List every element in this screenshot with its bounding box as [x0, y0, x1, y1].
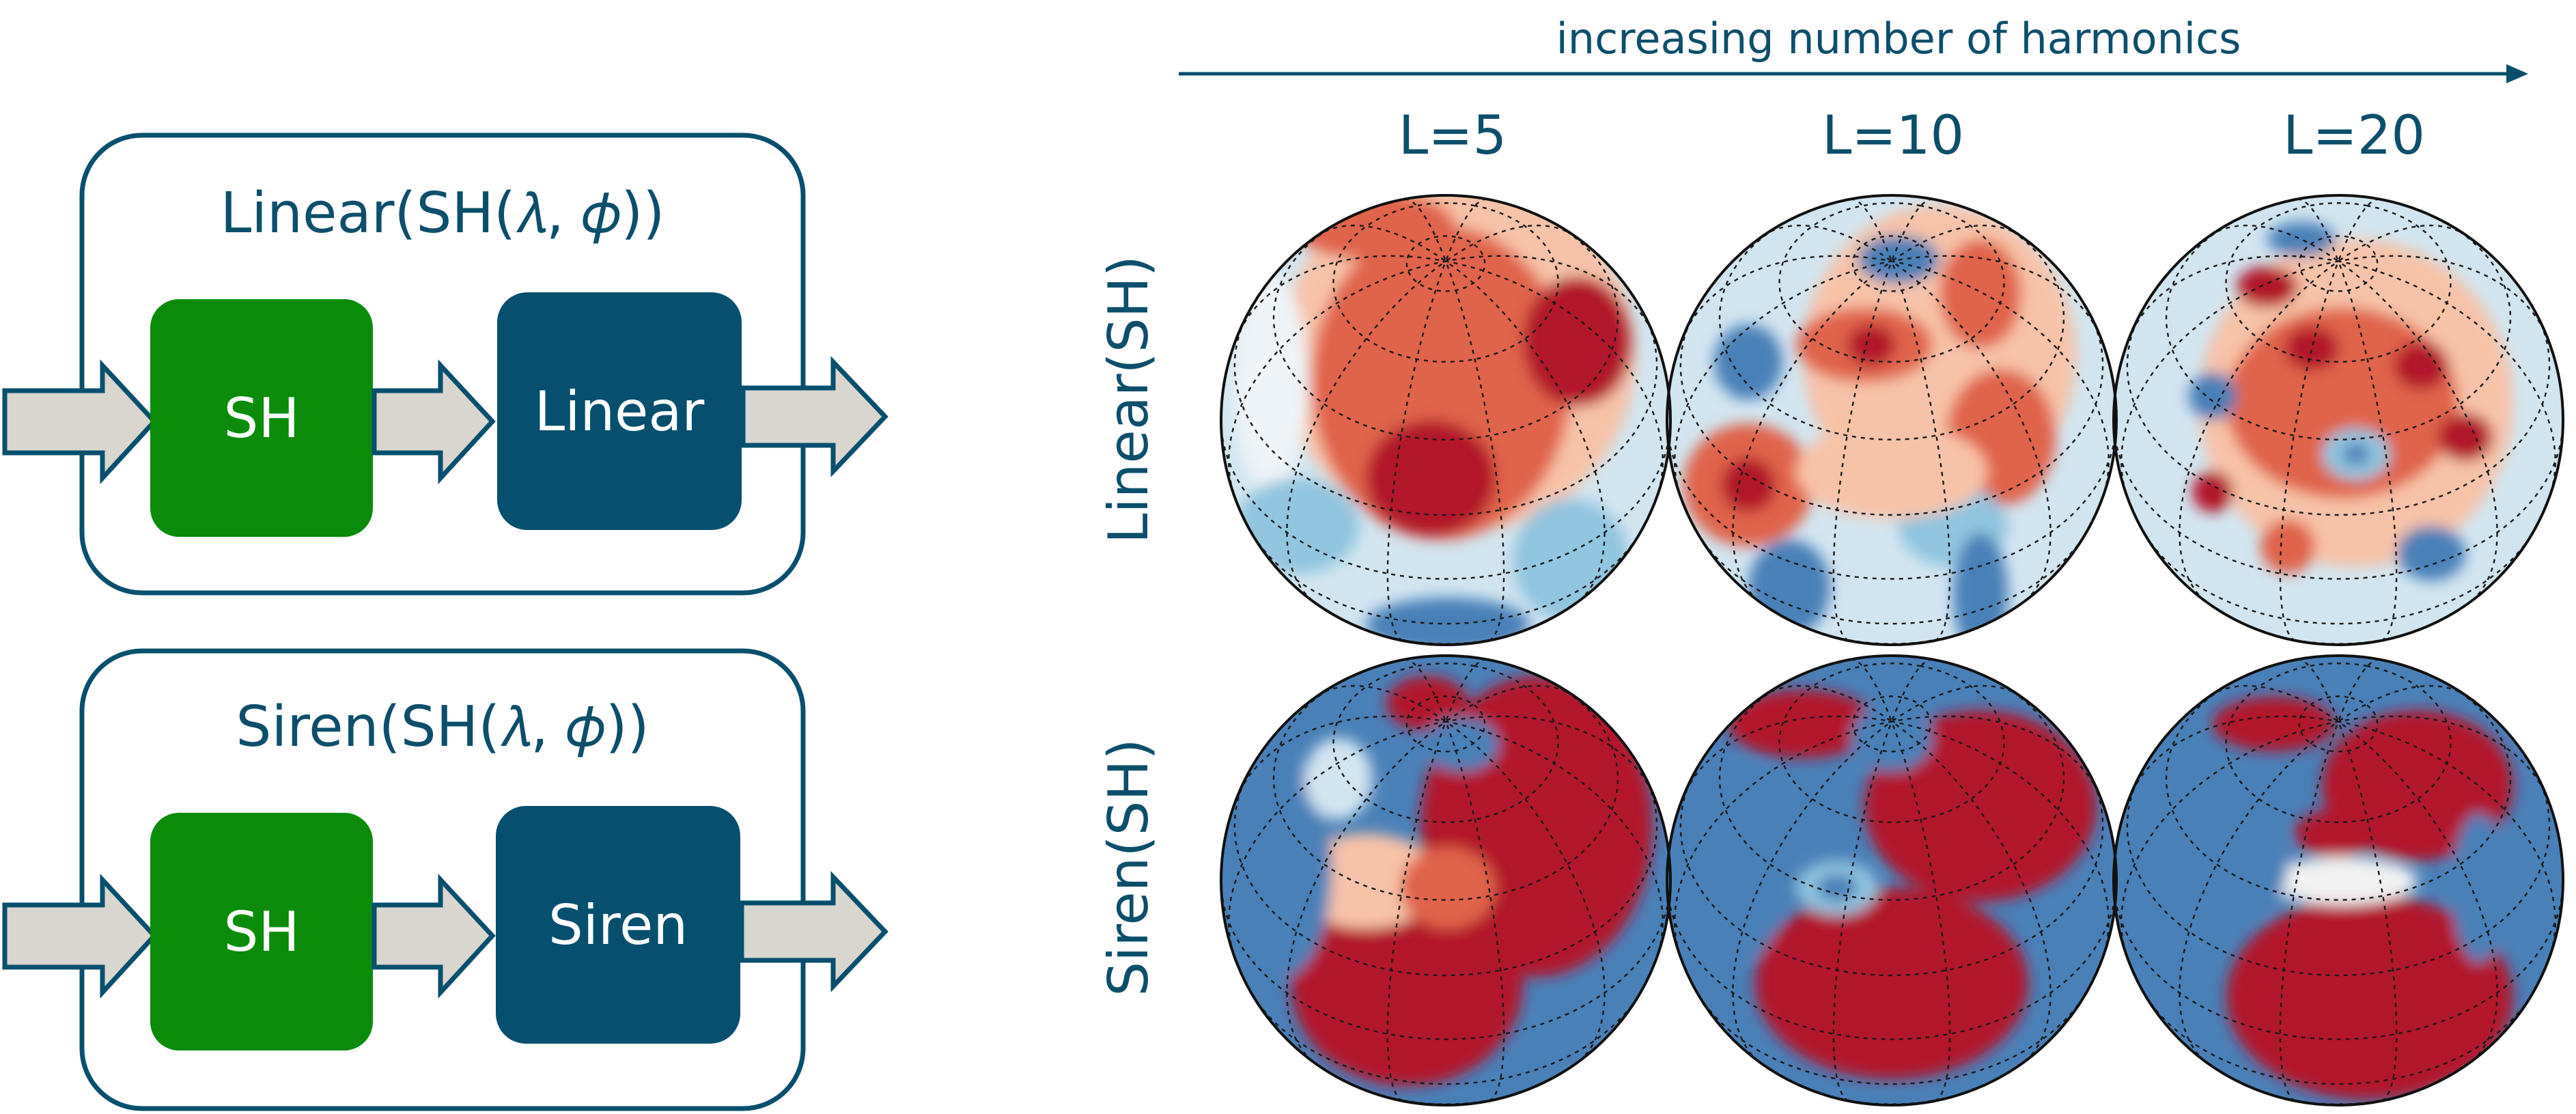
globe-siren-l20: [2114, 656, 2563, 1105]
column-label-l5: L=5: [1399, 105, 1507, 167]
row-label-siren: Siren(SH): [1097, 738, 1160, 996]
panel-title: Linear(SH(𝜆, 𝜙)): [221, 181, 665, 246]
harmonics-axis: increasing number of harmonics: [1179, 14, 2528, 83]
architecture-diagram: Linear(SH(𝜆, 𝜙)) SH Linear Siren(SH(𝜆, 𝜙…: [5, 135, 885, 1109]
column-label-l20: L=20: [2283, 105, 2425, 167]
globe-linear-l20: [2114, 195, 2563, 645]
globe-linear-l10: [1667, 195, 2116, 656]
linear-sh-panel: Linear(SH(𝜆, 𝜙)) SH Linear: [5, 135, 885, 593]
globe-siren-l10: [1667, 656, 2116, 1105]
sh-block-label: SH: [224, 387, 300, 450]
column-labels: L=5 L=10 L=20: [1399, 105, 2425, 167]
siren-block-label: Siren: [548, 893, 688, 957]
linear-block-label: Linear: [535, 380, 705, 443]
row-labels: Linear(SH) Siren(SH): [1097, 255, 1160, 997]
sh-block-label: SH: [224, 900, 300, 964]
column-label-l10: L=10: [1822, 105, 1964, 167]
panel-title: Siren(SH(𝜆, 𝜙)): [236, 695, 649, 760]
globe-siren-l5: [1221, 656, 1670, 1105]
axis-label: increasing number of harmonics: [1556, 14, 2241, 64]
siren-sh-panel: Siren(SH(𝜆, 𝜙)) SH Siren: [5, 651, 885, 1109]
axis-arrow-head: [2506, 64, 2528, 83]
row-label-linear: Linear(SH): [1097, 255, 1160, 544]
